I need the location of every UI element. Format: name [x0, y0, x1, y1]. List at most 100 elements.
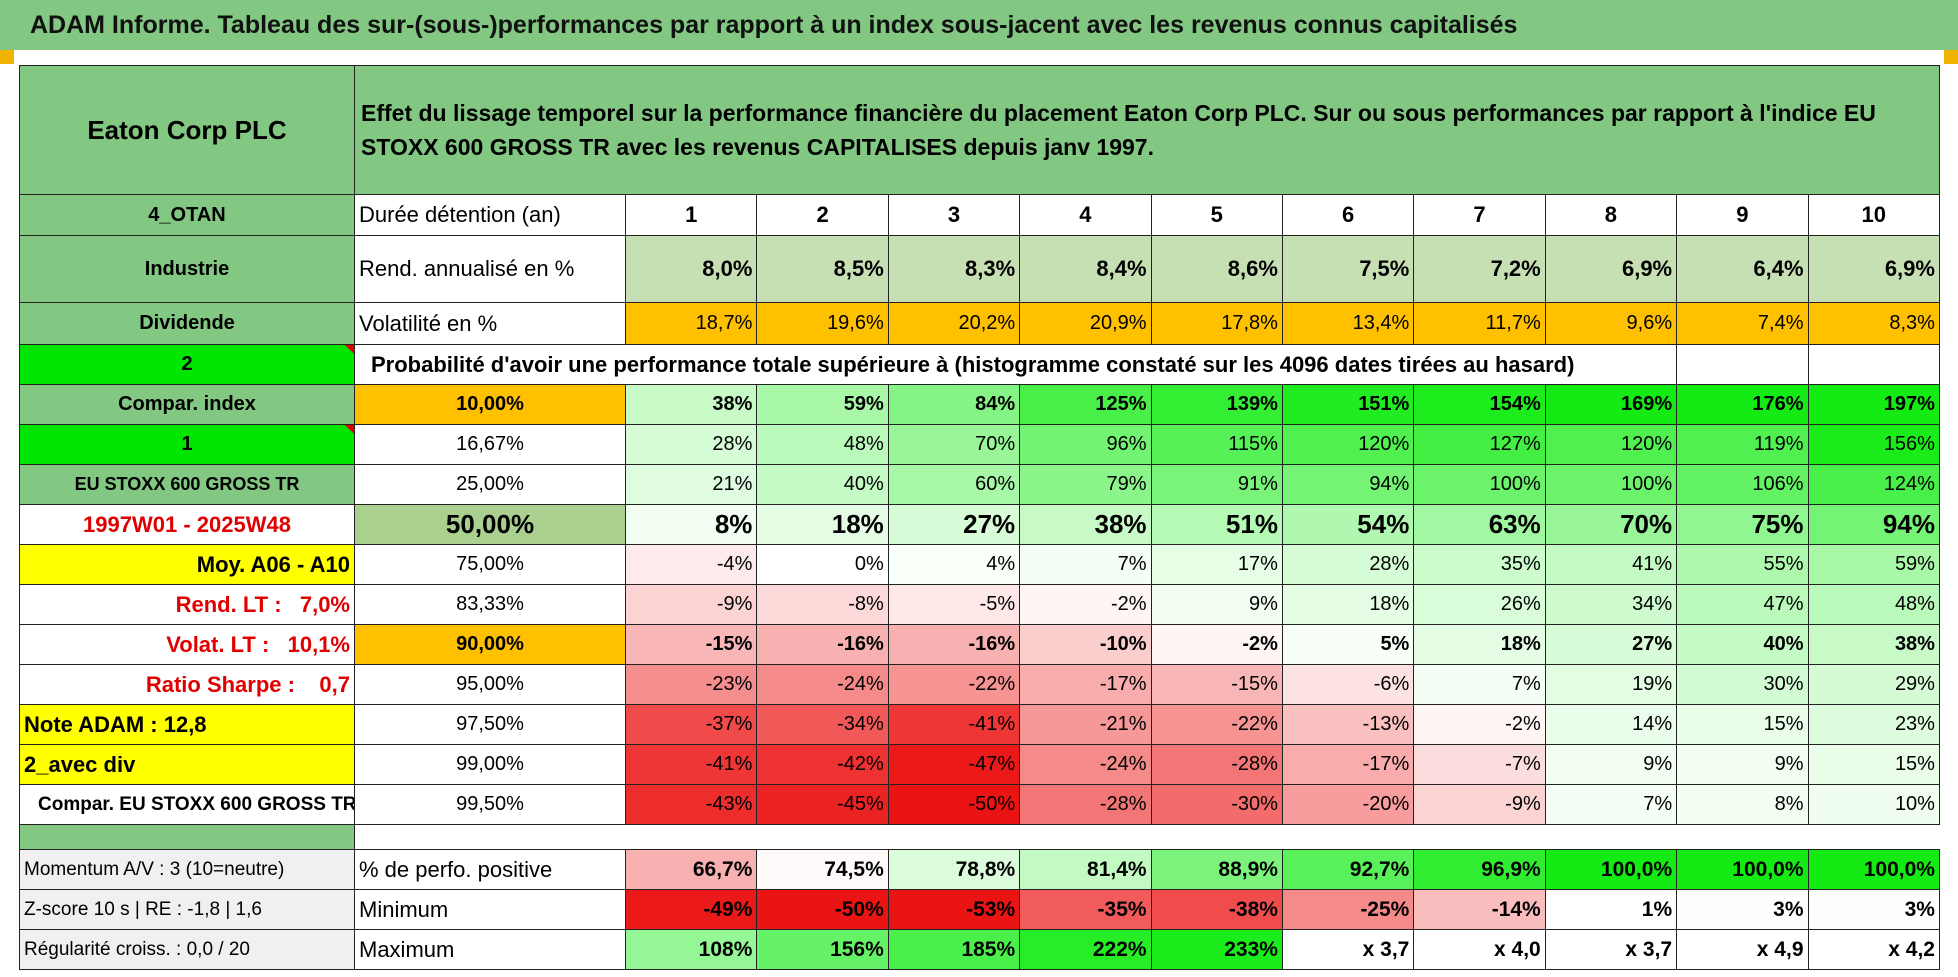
probability-value: 7%: [1413, 664, 1546, 705]
stat-value: 108%: [624, 929, 758, 970]
performance-table: Eaton Corp PLC Effet du lissage temporel …: [19, 65, 1940, 970]
threshold: 99,50%: [354, 784, 626, 825]
probability-value: 96%: [1019, 424, 1152, 465]
probability-value: 10%: [1807, 784, 1940, 825]
threshold: 75,00%: [354, 544, 626, 585]
probability-value: 18%: [1281, 584, 1415, 625]
side-label: Régularité croiss. : 0,0 / 20: [19, 929, 355, 970]
volatility: 18,7%: [624, 302, 758, 345]
volatility: 13,4%: [1281, 302, 1415, 345]
probability-value: 63%: [1413, 504, 1546, 545]
probability-value: -17%: [1019, 664, 1152, 705]
side-label: Volat. LT : 10,1%: [19, 624, 355, 665]
side-label: 4_OTAN: [19, 194, 355, 236]
table-row: 2_avec div 99,00% -41% -42% -47% -24% -28% -17%…: [19, 744, 1940, 785]
probability-value: -2%: [1150, 624, 1283, 665]
table-description: Effet du lissage temporel sur la perform…: [354, 65, 1940, 195]
stat-value: 66,7%: [624, 849, 758, 890]
probability-value: -16%: [887, 624, 1021, 665]
probability-value: 55%: [1676, 544, 1809, 585]
stat-value: x 3,7: [1544, 929, 1678, 970]
threshold: 25,00%: [354, 464, 626, 505]
probability-value: 125%: [1019, 384, 1152, 425]
probability-value: 9%: [1676, 744, 1809, 785]
stat-value: -35%: [1019, 889, 1152, 930]
stat-value: -38%: [1150, 889, 1283, 930]
probability-value: -20%: [1281, 784, 1415, 825]
side-label: EU STOXX 600 GROSS TR: [19, 464, 355, 505]
side-label: Industrie: [19, 235, 355, 303]
probability-value: -43%: [624, 784, 758, 825]
probability-value: -15%: [1150, 664, 1283, 705]
probability-value: -47%: [887, 744, 1021, 785]
probability-value: 40%: [1676, 624, 1809, 665]
threshold: 99,00%: [354, 744, 626, 785]
table-row: Volat. LT : 10,1% 90,00% -15% -16% -16% -10% -…: [19, 624, 1940, 665]
probability-value: 127%: [1413, 424, 1546, 465]
probability-value: 15%: [1676, 704, 1809, 745]
holding-years: 8: [1544, 194, 1678, 236]
probability-value: 75%: [1676, 504, 1809, 545]
title-bar: ADAM Informe. Tableau des sur-(sous-)per…: [0, 0, 1958, 50]
probability-value: 18%: [1413, 624, 1546, 665]
side-label: Compar. EU STOXX 600 GROSS TR: [19, 784, 355, 825]
probability-value: -50%: [887, 784, 1021, 825]
side-label: 2_avec div: [19, 744, 355, 785]
row-label: Minimum: [354, 889, 626, 930]
annual-return: 8,0%: [624, 235, 758, 303]
side-label: Z-score 10 s | RE : -1,8 | 1,6: [19, 889, 355, 930]
probability-value: -24%: [1019, 744, 1152, 785]
probability-value: 0%: [756, 544, 889, 585]
probability-value: -42%: [756, 744, 889, 785]
probability-value: 70%: [887, 424, 1021, 465]
holding-years: 9: [1676, 194, 1809, 236]
probability-value: 15%: [1807, 744, 1940, 785]
stat-value: -14%: [1413, 889, 1546, 930]
probability-value: -41%: [887, 704, 1021, 745]
probability-value: 38%: [624, 384, 758, 425]
volatility: 9,6%: [1544, 302, 1678, 345]
stat-value: 88,9%: [1150, 849, 1283, 890]
probability-value: 154%: [1413, 384, 1546, 425]
probability-value: 17%: [1150, 544, 1283, 585]
probability-value: 151%: [1281, 384, 1415, 425]
stat-value: 100,0%: [1807, 849, 1940, 890]
probability-value: -4%: [624, 544, 758, 585]
probability-value: 27%: [1544, 624, 1678, 665]
stat-value: 222%: [1019, 929, 1152, 970]
probability-value: -15%: [624, 624, 758, 665]
probability-value: 7%: [1019, 544, 1152, 585]
stat-value: -50%: [756, 889, 889, 930]
probability-value: 100%: [1413, 464, 1546, 505]
stat-value: 81,4%: [1019, 849, 1152, 890]
probability-value: 5%: [1281, 624, 1415, 665]
probability-value: 8%: [624, 504, 758, 545]
row-label: Volatilité en %: [354, 302, 626, 345]
annual-return: 8,4%: [1019, 235, 1152, 303]
annual-return: 6,4%: [1676, 235, 1809, 303]
probability-value: 176%: [1676, 384, 1809, 425]
holding-years: 2: [756, 194, 889, 236]
stat-value: 3%: [1676, 889, 1809, 930]
probability-value: 28%: [1281, 544, 1415, 585]
probability-value: 124%: [1807, 464, 1940, 505]
table-row: Compar. EU STOXX 600 GROSS TR 99,50% -43% -…: [19, 784, 1940, 825]
holding-years: 5: [1150, 194, 1283, 236]
probability-value: 91%: [1150, 464, 1283, 505]
probability-value: 115%: [1150, 424, 1283, 465]
probability-value: 54%: [1281, 504, 1415, 545]
probability-value: 120%: [1544, 424, 1678, 465]
annual-return: 7,5%: [1281, 235, 1415, 303]
annual-return: 8,5%: [756, 235, 889, 303]
stat-value: -25%: [1281, 889, 1415, 930]
probability-value: 9%: [1544, 744, 1678, 785]
probability-value: 27%: [887, 504, 1021, 545]
probability-value: 14%: [1544, 704, 1678, 745]
table-row: Régularité croiss. : 0,0 / 20 Maximum 108%…: [19, 929, 1940, 970]
probability-value: 100%: [1544, 464, 1678, 505]
probability-value: 38%: [1807, 624, 1940, 665]
annual-return: 6,9%: [1807, 235, 1940, 303]
probability-value: -45%: [756, 784, 889, 825]
annual-return: 6,9%: [1544, 235, 1678, 303]
probability-value: 19%: [1544, 664, 1678, 705]
